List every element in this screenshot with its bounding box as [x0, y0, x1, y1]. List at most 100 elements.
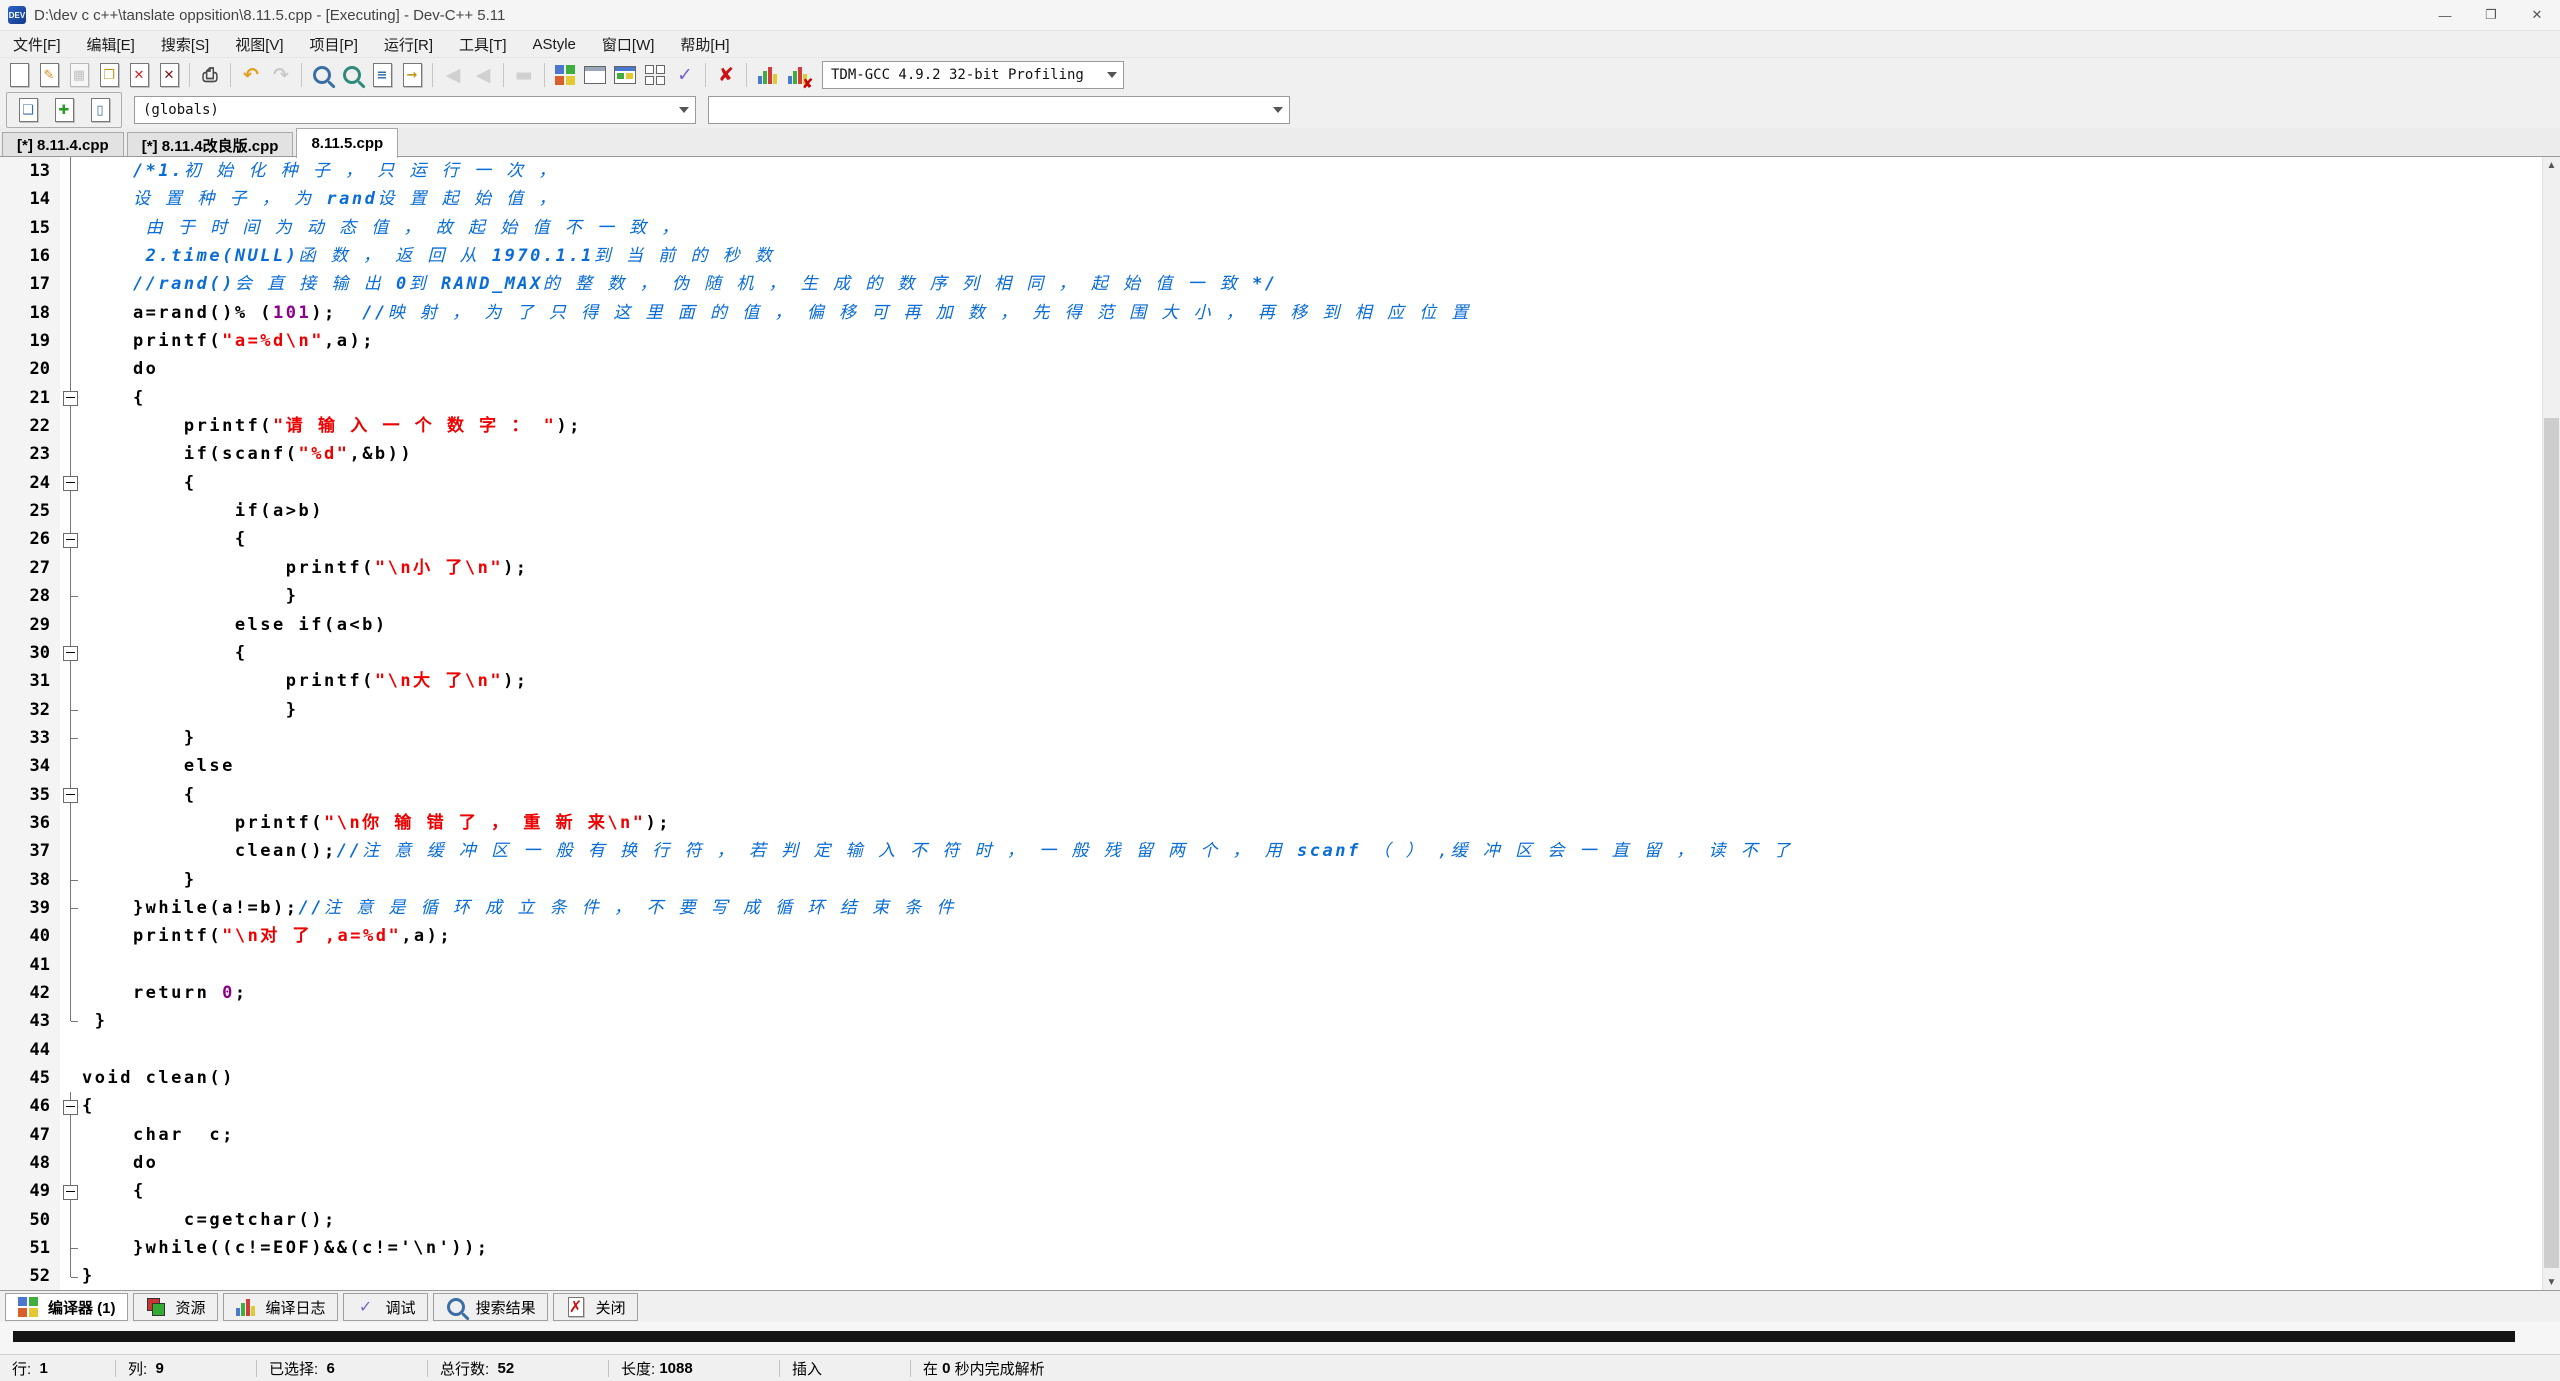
line-number: 49: [0, 1177, 60, 1205]
undo-icon[interactable]: ↶: [236, 60, 266, 90]
line-number: 27: [0, 554, 60, 582]
menu-item-8[interactable]: 窗口[W]: [589, 31, 668, 57]
window-controls: —❐✕: [2422, 0, 2560, 30]
tab-close-icon[interactable]: ✗: [565, 1296, 587, 1318]
close-all-icon[interactable]: ✕: [154, 60, 184, 90]
fold-toggle[interactable]: [60, 469, 82, 497]
goto-implementation-icon[interactable]: ▯: [85, 95, 115, 125]
syntax-check-icon[interactable]: ✓: [670, 60, 700, 90]
goto-function-icon[interactable]: →: [397, 60, 427, 90]
fold-margin: [60, 185, 82, 213]
tab-resources-icon[interactable]: [145, 1296, 167, 1318]
run-icon[interactable]: [580, 60, 610, 90]
abort-compilation-icon[interactable]: ✘: [711, 60, 741, 90]
tab-compiler[interactable]: 编译器 (1): [5, 1293, 128, 1321]
tab-search-results[interactable]: 搜索结果: [433, 1293, 548, 1321]
code-editor[interactable]: 13 /*1.初 始 化 种 子 ， 只 运 行 一 次 ，14 设 置 种 子…: [0, 156, 2560, 1291]
tab-compiler-icon[interactable]: [17, 1296, 39, 1318]
editor-tab-0[interactable]: [*] 8.11.4.cpp: [2, 132, 124, 158]
fold-toggle[interactable]: [60, 1092, 82, 1120]
tab-debug[interactable]: ✓ 调试: [343, 1293, 428, 1321]
replace-icon[interactable]: [337, 60, 367, 90]
fold-box-icon[interactable]: [63, 1185, 78, 1200]
code-text: }while((c!=EOF)&&(c!='\n'));: [82, 1234, 490, 1262]
compile-icon[interactable]: [550, 60, 580, 90]
fold-margin: [60, 951, 82, 979]
fold-toggle[interactable]: [60, 525, 82, 553]
fold-box-icon[interactable]: [63, 476, 78, 491]
menu-item-2[interactable]: 搜索[S]: [148, 31, 222, 57]
fold-box-icon[interactable]: [63, 646, 78, 661]
menu-item-9[interactable]: 帮助[H]: [667, 31, 742, 57]
code-text: 2.time(NULL)函 数 ， 返 回 从 1970.1.1到 当 前 的 …: [82, 242, 775, 270]
save-all-icon[interactable]: ❐: [94, 60, 124, 90]
fold-toggle[interactable]: [60, 384, 82, 412]
code-text: {: [82, 384, 146, 412]
chevron-down-icon[interactable]: [673, 97, 695, 123]
code-line: 30 {: [0, 639, 2543, 667]
menu-item-4[interactable]: 项目[P]: [297, 31, 371, 57]
profile-icon[interactable]: [752, 60, 782, 90]
line-number: 44: [0, 1036, 60, 1064]
menu-bar: 文件[F]编辑[E]搜索[S]视图[V]项目[P]运行[R]工具[T]AStyl…: [0, 31, 2560, 58]
chevron-down-icon[interactable]: [1101, 62, 1123, 88]
goto-line-icon[interactable]: ≡: [367, 60, 397, 90]
tab-compile-log[interactable]: 编译日志: [223, 1293, 338, 1321]
line-number: 30: [0, 639, 60, 667]
fold-box-icon[interactable]: [63, 1100, 78, 1115]
open-file-icon[interactable]: ✎: [34, 60, 64, 90]
menu-item-0[interactable]: 文件[F]: [0, 31, 74, 57]
chevron-down-icon[interactable]: [1267, 97, 1289, 123]
new-file-icon[interactable]: [4, 60, 34, 90]
compiler-select[interactable]: TDM-GCC 4.9.2 32-bit Profiling: [822, 61, 1124, 89]
scroll-up-icon[interactable]: ▲: [2543, 157, 2560, 174]
fold-box-icon[interactable]: [63, 788, 78, 803]
new-class-icon[interactable]: ✚: [49, 95, 79, 125]
compile-run-icon[interactable]: [610, 60, 640, 90]
editor-tab-1[interactable]: [*] 8.11.4改良版.cpp: [127, 132, 294, 158]
tab-close[interactable]: ✗关闭: [553, 1293, 638, 1321]
tab-debug-icon[interactable]: ✓: [355, 1296, 377, 1318]
fold-toggle[interactable]: [60, 781, 82, 809]
fold-box-icon[interactable]: [63, 533, 78, 548]
tab-label: 调试: [386, 1297, 416, 1318]
tab-compile-log-icon[interactable]: [235, 1296, 257, 1318]
rebuild-all-icon[interactable]: [640, 60, 670, 90]
toolbar-separator: [705, 63, 706, 87]
menu-item-5[interactable]: 运行[R]: [371, 31, 446, 57]
title-bar: DEV D:\dev c c++\tanslate oppsition\8.11…: [0, 0, 2560, 31]
line-number: 40: [0, 922, 60, 950]
editor-tab-2[interactable]: 8.11.5.cpp: [296, 128, 398, 158]
code-text: {: [82, 639, 248, 667]
find-icon[interactable]: [307, 60, 337, 90]
menu-item-6[interactable]: 工具[T]: [446, 31, 520, 57]
goto-declaration-icon[interactable]: ❑: [13, 95, 43, 125]
tab-search-results-icon[interactable]: [445, 1296, 467, 1318]
code-area[interactable]: 13 /*1.初 始 化 种 子 ， 只 运 行 一 次 ，14 设 置 种 子…: [0, 157, 2543, 1291]
code-text: }: [82, 582, 299, 610]
menu-item-7[interactable]: AStyle: [520, 31, 589, 57]
print-icon[interactable]: ⎙: [195, 60, 225, 90]
fold-toggle[interactable]: [60, 1177, 82, 1205]
scroll-down-icon[interactable]: ▼: [2543, 1274, 2560, 1291]
code-text: printf("\n大 了\n");: [82, 667, 529, 695]
code-line: 14 设 置 种 子 ， 为 rand设 置 起 始 值 ，: [0, 185, 2543, 213]
menu-item-1[interactable]: 编辑[E]: [74, 31, 148, 57]
member-select[interactable]: [708, 96, 1290, 124]
minimize-button[interactable]: —: [2422, 0, 2468, 30]
tab-resources[interactable]: 资源: [133, 1293, 218, 1321]
fold-box-icon[interactable]: [63, 391, 78, 406]
close-file-icon[interactable]: ✕: [124, 60, 154, 90]
code-line: 32 }: [0, 696, 2543, 724]
menu-item-3[interactable]: 视图[V]: [222, 31, 296, 57]
scope-select[interactable]: (globals): [134, 96, 696, 124]
fold-margin: [60, 809, 82, 837]
scrollbar-thumb[interactable]: [2544, 418, 2559, 1269]
profile-delete-icon[interactable]: ✘: [782, 60, 812, 90]
close-button[interactable]: ✕: [2514, 0, 2560, 30]
fold-toggle[interactable]: [60, 639, 82, 667]
vertical-scrollbar[interactable]: ▲ ▼: [2542, 157, 2560, 1291]
compiler-select-value: TDM-GCC 4.9.2 32-bit Profiling: [823, 67, 1092, 83]
restore-button[interactable]: ❐: [2468, 0, 2514, 30]
